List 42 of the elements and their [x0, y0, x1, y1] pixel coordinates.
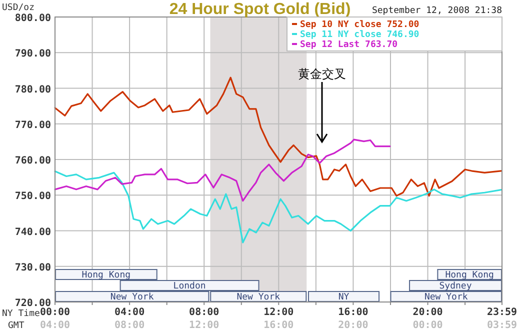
x2-axis-title: GMT [8, 321, 25, 330]
x-tick-label: 23:59 [486, 307, 518, 318]
x-tick-label: 00:00 [40, 307, 70, 318]
y-tick-label: 740.00 [14, 226, 51, 238]
annotation: Hong Kong [82, 270, 131, 280]
y-tick-label: 770.00 [14, 120, 51, 131]
y-tick-label: 720.00 [14, 298, 51, 309]
y-tick-label: 760.00 [14, 156, 51, 166]
annotation: NY [338, 292, 350, 302]
y-tick-label: 750.00 [14, 191, 51, 202]
x2-tick-label: 20:00 [338, 320, 368, 330]
x-tick-label: 16:00 [338, 307, 368, 318]
x2-tick-label: 12:00 [189, 320, 220, 330]
x-axis-title: NY Time [2, 309, 40, 319]
annotation: London [173, 282, 206, 292]
annotation: Hong Kong [445, 270, 494, 280]
y-tick-label: 730.00 [14, 262, 51, 274]
x2-tick-label: 00:00 [412, 320, 443, 330]
y-axis-title: USD/oz [2, 3, 35, 13]
legend-label: Sep 10 NY close 752.00 [300, 20, 420, 30]
x-tick-label: 04:00 [114, 307, 145, 318]
annotation: New York [236, 292, 281, 302]
annotation: 黄金交叉 [298, 67, 346, 81]
legend-label: Sep 11 NY close 746.90 [300, 30, 420, 40]
line-series [54, 138, 391, 202]
annotation: New York [424, 292, 468, 302]
x2-tick-label: 16:00 [264, 320, 294, 330]
x2-tick-label: 04:00 [40, 320, 70, 330]
legend-label: Sep 12 Last 763.70 [300, 40, 398, 50]
x-tick-label: 12:00 [264, 307, 294, 318]
x-tick-label: 08:00 [189, 307, 220, 318]
x-tick-label: 20:00 [412, 307, 443, 318]
y-tick-label: 780.00 [14, 84, 51, 96]
y-tick-label: 790.00 [14, 48, 51, 60]
line-series [54, 170, 502, 244]
chart-subtitle: September 12, 2008 21:38 [372, 6, 502, 16]
annotation: New York [110, 292, 154, 302]
chart-title: 24 Hour Spot Gold (Bid) [169, 1, 351, 18]
annotation: Sydney [439, 282, 472, 292]
y-tick-label: 800.00 [14, 13, 51, 24]
x2-tick-label: 08:00 [114, 320, 145, 330]
x2-tick-label: 03:59 [486, 320, 518, 330]
